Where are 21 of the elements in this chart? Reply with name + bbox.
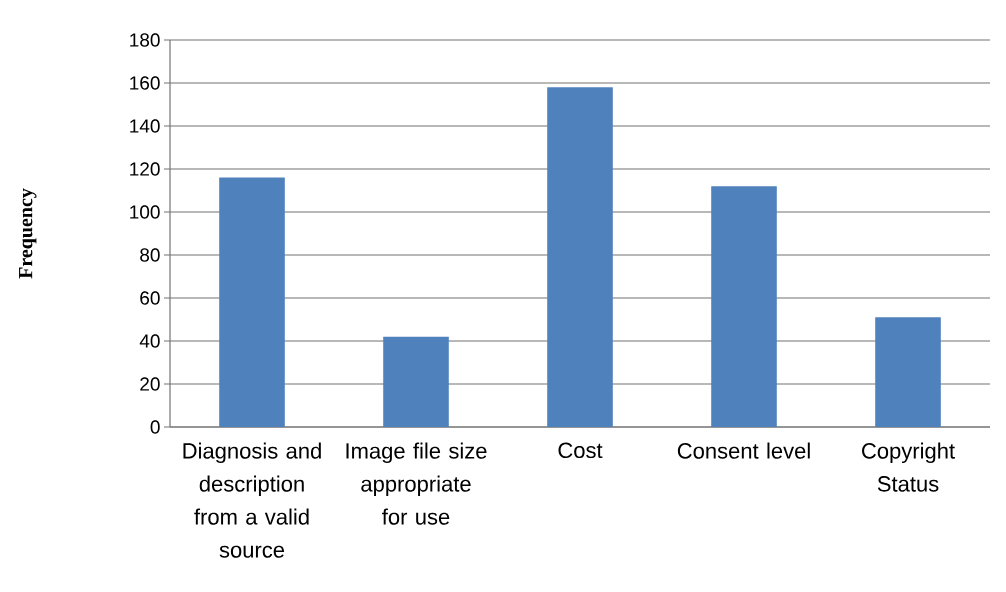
y-tick-label: 140: [130, 119, 160, 133]
bar: [219, 177, 285, 427]
y-tick-label: 100: [130, 205, 160, 219]
y-tick-label: 0: [150, 420, 160, 434]
bar: [711, 186, 777, 427]
y-tick-label: 80: [140, 248, 160, 262]
bar: [383, 336, 449, 427]
x-tick-label: Cost: [558, 442, 603, 459]
bar: [547, 87, 613, 427]
y-tick-label: 120: [130, 162, 160, 176]
x-tick-label: Diagnosis and description from a valid source: [183, 442, 321, 558]
y-tick-label: 180: [130, 33, 160, 47]
x-tick-label: Image file size appropriate for use: [346, 442, 487, 525]
y-tick-label: 160: [130, 76, 160, 90]
y-axis-title: Frequency: [19, 188, 37, 279]
y-tick-label: 60: [140, 291, 160, 305]
bar: [875, 317, 941, 427]
y-tick-label: 40: [139, 334, 160, 348]
y-tick-label: 20: [140, 377, 160, 391]
x-tick-label: Copyright Status: [862, 442, 955, 492]
x-tick-label: Consent level: [677, 442, 810, 459]
